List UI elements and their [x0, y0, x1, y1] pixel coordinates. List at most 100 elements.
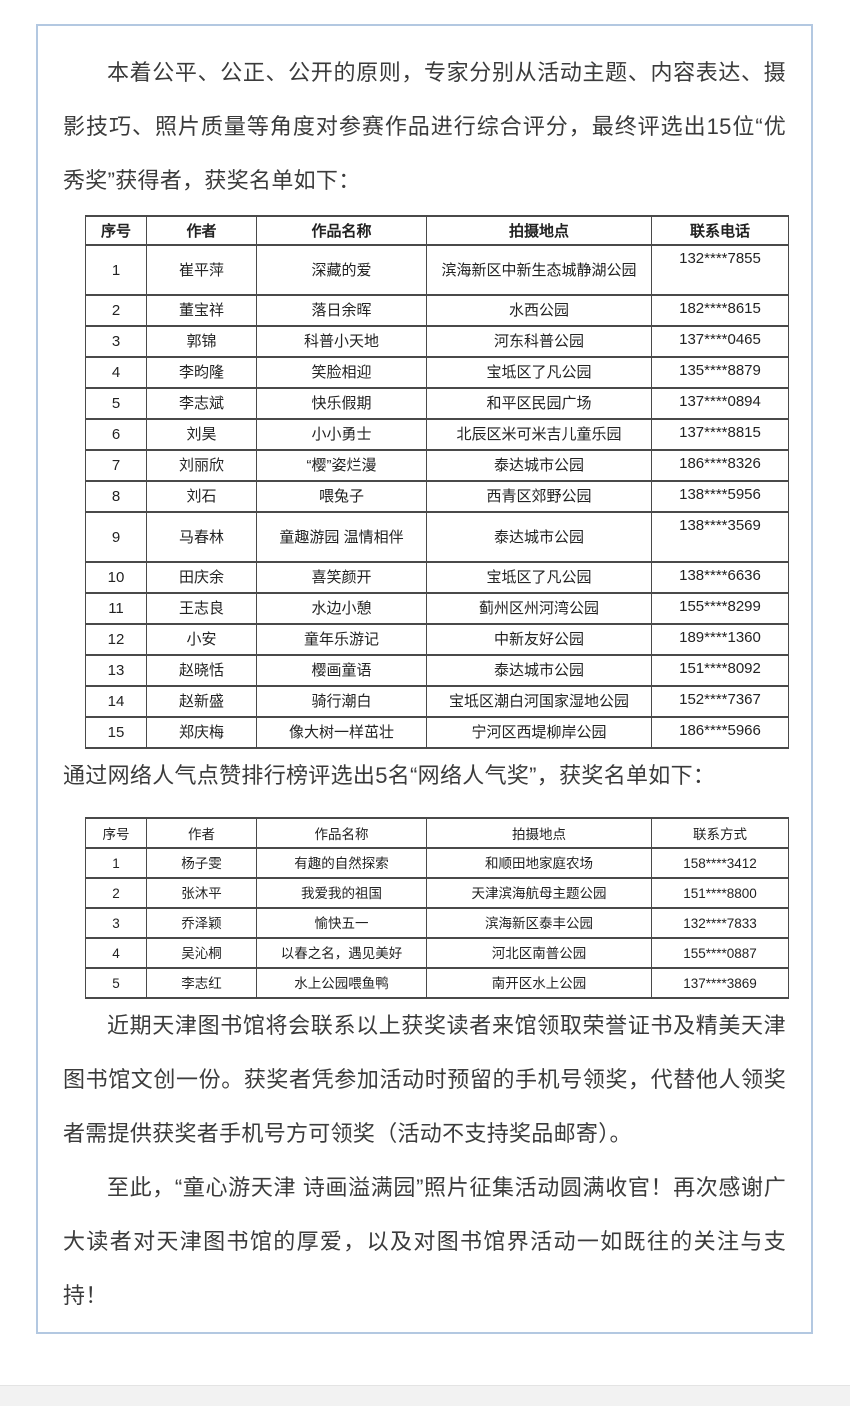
table-cell: 崔平萍: [146, 244, 257, 296]
table-cell: 水边小憩: [256, 592, 427, 625]
table-cell: 以春之名，遇见美好: [256, 937, 427, 969]
table-cell: 泰达城市公园: [426, 511, 652, 563]
table-header-row: 序号 作者 作品名称 拍摄地点 联系电话: [85, 215, 789, 246]
table-row: 7 刘丽欣 “樱”姿烂漫 泰达城市公园 186****8326: [85, 449, 789, 482]
table-cell: 南开区水上公园: [426, 967, 652, 999]
closing-paragraph: 至此，“童心游天津 诗画溢满园”照片征集活动圆满收官！再次感谢广大读者对天津图书…: [63, 1175, 786, 1308]
table-cell: 深藏的爱: [256, 244, 427, 296]
table-cell: 4: [85, 937, 147, 969]
table-cell: 12: [85, 623, 147, 656]
column-header: 拍摄地点: [426, 215, 652, 246]
table-cell: 赵晓恬: [146, 654, 257, 687]
table-cell: 155****8299: [651, 592, 789, 625]
table-cell: 樱画童语: [256, 654, 427, 687]
table-cell: 132****7833: [651, 907, 789, 939]
table-cell: 刘昊: [146, 418, 257, 451]
table-cell: 李昀隆: [146, 356, 257, 389]
table-cell: 151****8092: [651, 654, 789, 687]
table-cell: 138****5956: [651, 480, 789, 513]
table-cell: 吴沁桐: [146, 937, 257, 969]
table-cell: 科普小天地: [256, 325, 427, 358]
table-cell: 4: [85, 356, 147, 389]
table-cell: 137****0894: [651, 387, 789, 420]
table-cell: 快乐假期: [256, 387, 427, 420]
table-row: 2 张沐平 我爱我的祖国 天津滨海航母主题公园 151****8800: [85, 877, 789, 909]
table-row: 12 小安 童年乐游记 中新友好公园 189****1360: [85, 623, 789, 656]
table-cell: 10: [85, 561, 147, 594]
table-row: 6 刘昊 小小勇士 北辰区米可米吉儿童乐园 137****8815: [85, 418, 789, 451]
table-cell: 李志红: [146, 967, 257, 999]
table-cell: 15: [85, 716, 147, 749]
excellence-award-table: 序号 作者 作品名称 拍摄地点 联系电话 1 崔平萍 深藏的爱 滨海新区中新生态城静湖公园 13…: [85, 215, 789, 749]
table-row: 5 李志斌 快乐假期 和平区民园广场 137****0894: [85, 387, 789, 420]
table-body: 1 杨子雯 有趣的自然探索 和顺田地家庭农场 158****3412 2 张沐平 我爱我的祖国…: [85, 847, 789, 999]
table-cell: 14: [85, 685, 147, 718]
article-card: 本着公平、公正、公开的原则，专家分别从活动主题、内容表达、摄影技巧、照片质量等角…: [36, 24, 813, 1334]
table-cell: 135****8879: [651, 356, 789, 389]
table-cell: 骑行潮白: [256, 685, 427, 718]
table-cell: 137****8815: [651, 418, 789, 451]
table-row: 2 董宝祥 落日余晖 水西公园 182****8615: [85, 294, 789, 327]
column-header: 拍摄地点: [426, 817, 652, 849]
table-cell: 水西公园: [426, 294, 652, 327]
table-cell: 8: [85, 480, 147, 513]
table-cell: 张沐平: [146, 877, 257, 909]
table-cell: 11: [85, 592, 147, 625]
table-cell: 小安: [146, 623, 257, 656]
table-cell: 13: [85, 654, 147, 687]
column-header: 联系方式: [651, 817, 789, 849]
table-cell: 7: [85, 449, 147, 482]
table-row: 10 田庆余 喜笑颜开 宝坻区了凡公园 138****6636: [85, 561, 789, 594]
table-cell: 杨子雯: [146, 847, 257, 879]
table-cell: 158****3412: [651, 847, 789, 879]
table-cell: 152****7367: [651, 685, 789, 718]
table-cell: 6: [85, 418, 147, 451]
table-cell: 愉快五一: [256, 907, 427, 939]
table-cell: 151****8800: [651, 877, 789, 909]
column-header: 作者: [146, 817, 257, 849]
table-cell: 赵新盛: [146, 685, 257, 718]
table-cell: 滨海新区泰丰公园: [426, 907, 652, 939]
table-cell: 田庆余: [146, 561, 257, 594]
table-row: 11 王志良 水边小憩 蓟州区州河湾公园 155****8299: [85, 592, 789, 625]
popularity-intro: 通过网络人气点赞排行榜评选出5名“网络人气奖”，获奖名单如下：: [63, 763, 716, 788]
table-cell: 宝坻区潮白河国家湿地公园: [426, 685, 652, 718]
table-cell: 郑庆梅: [146, 716, 257, 749]
table-cell: 182****8615: [651, 294, 789, 327]
table-cell: 有趣的自然探索: [256, 847, 427, 879]
table-cell: 刘丽欣: [146, 449, 257, 482]
table-row: 8 刘石 喂兔子 西青区郊野公园 138****5956: [85, 480, 789, 513]
table-cell: 河北区南普公园: [426, 937, 652, 969]
table-cell: 宝坻区了凡公园: [426, 356, 652, 389]
table-cell: 河东科普公园: [426, 325, 652, 358]
column-header: 作品名称: [256, 215, 427, 246]
table-cell: 我爱我的祖国: [256, 877, 427, 909]
table-cell: 泰达城市公园: [426, 449, 652, 482]
table-cell: 2: [85, 294, 147, 327]
column-header: 序号: [85, 817, 147, 849]
table-cell: 小小勇士: [256, 418, 427, 451]
table-cell: 186****5966: [651, 716, 789, 749]
table-row: 15 郑庆梅 像大树一样茁壮 宁河区西堤柳岸公园 186****5966: [85, 716, 789, 749]
column-header: 作品名称: [256, 817, 427, 849]
table-body: 1 崔平萍 深藏的爱 滨海新区中新生态城静湖公园 132****7855 2 董宝祥 落日余晖…: [85, 244, 789, 749]
table-row: 14 赵新盛 骑行潮白 宝坻区潮白河国家湿地公园 152****7367: [85, 685, 789, 718]
footer-strip-divider: [0, 1385, 850, 1406]
table-cell: 董宝祥: [146, 294, 257, 327]
table-cell: 落日余晖: [256, 294, 427, 327]
table-cell: 5: [85, 967, 147, 999]
table-row: 5 李志红 水上公园喂鱼鸭 南开区水上公园 137****3869: [85, 967, 789, 999]
table-cell: 童年乐游记: [256, 623, 427, 656]
table-row: 9 马春林 童趣游园 温情相伴 泰达城市公园 138****3569: [85, 511, 789, 563]
table-cell: 138****3569: [651, 511, 789, 563]
table-cell: 和顺田地家庭农场: [426, 847, 652, 879]
table-cell: 1: [85, 244, 147, 296]
table-cell: 天津滨海航母主题公园: [426, 877, 652, 909]
table-cell: 138****6636: [651, 561, 789, 594]
table-row: 4 李昀隆 笑脸相迎 宝坻区了凡公园 135****8879: [85, 356, 789, 389]
table-cell: 刘石: [146, 480, 257, 513]
table-row: 3 乔泽颖 愉快五一 滨海新区泰丰公园 132****7833: [85, 907, 789, 939]
table-row: 1 崔平萍 深藏的爱 滨海新区中新生态城静湖公园 132****7855: [85, 244, 789, 296]
table-cell: 2: [85, 877, 147, 909]
table-cell: 1: [85, 847, 147, 879]
